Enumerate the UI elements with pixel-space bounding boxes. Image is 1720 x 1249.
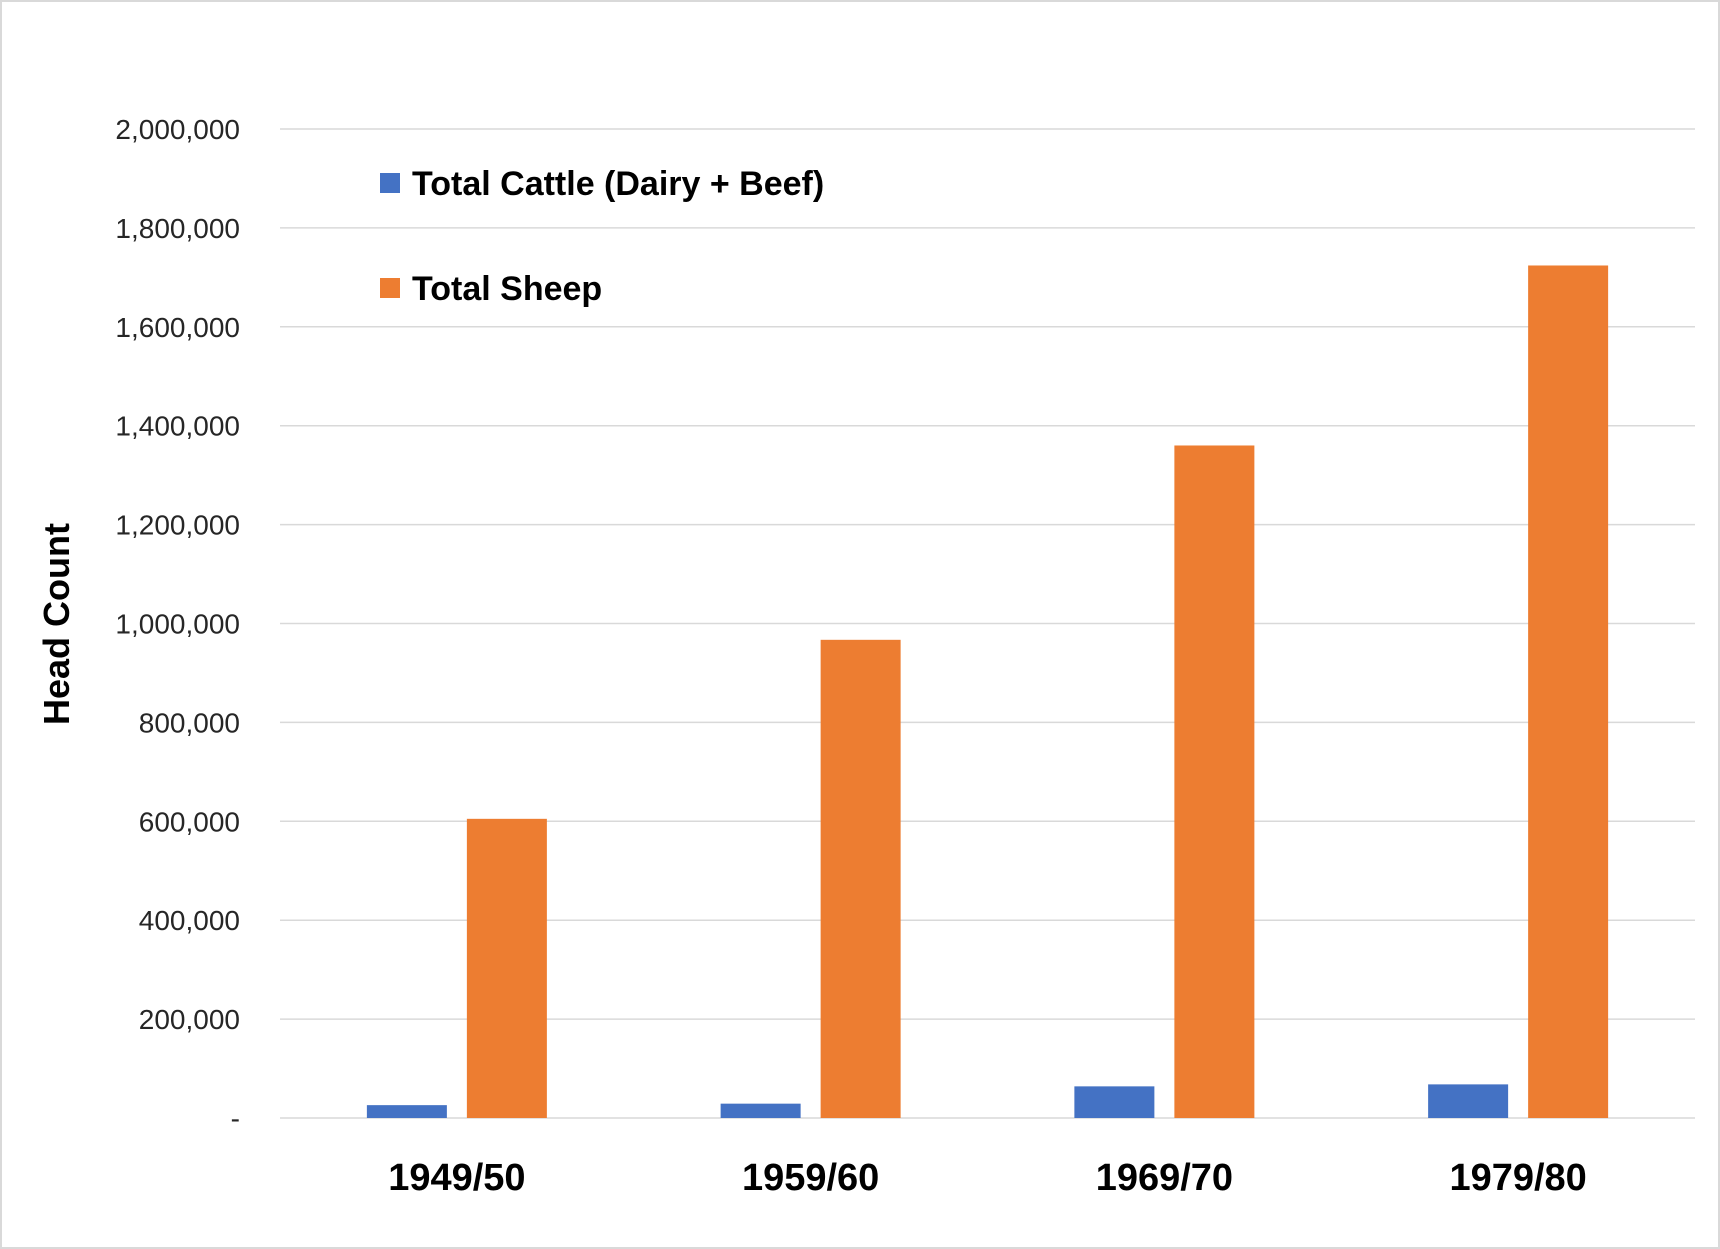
bar-sheep-1 — [820, 639, 901, 1118]
y-tick-label: 1,000,000 — [115, 609, 240, 640]
y-axis-ticks: - 200,000 400,000 600,000 800,000 1,000,000 1,… — [115, 114, 240, 1134]
y-tick-label: 800,000 — [139, 707, 240, 738]
y-tick-label: 1,800,000 — [115, 213, 240, 244]
y-tick-label: 400,000 — [139, 905, 240, 936]
x-category-label: 1959/60 — [742, 1157, 879, 1199]
y-tick-label: - — [231, 1103, 240, 1134]
x-category-label: 1949/50 — [388, 1157, 525, 1199]
y-axis-title: Head Count — [36, 523, 77, 725]
bar-cattle-1 — [720, 1103, 801, 1118]
y-tick-label: 600,000 — [139, 806, 240, 837]
legend-swatch-cattle — [380, 173, 400, 193]
bar-sheep-3 — [1528, 265, 1609, 1118]
bar-cattle-3 — [1428, 1084, 1509, 1118]
legend-label-cattle: Total Cattle (Dairy + Beef) — [412, 165, 824, 203]
legend-label-sheep: Total Sheep — [412, 270, 602, 308]
bars — [366, 265, 1609, 1119]
x-axis-categories: 1949/50 1959/60 1969/70 1979/80 — [388, 1157, 1587, 1199]
y-tick-label: 2,000,000 — [115, 114, 240, 145]
legend: Total Cattle (Dairy + Beef) Total Sheep — [380, 165, 824, 308]
legend-swatch-sheep — [380, 278, 400, 298]
bar-sheep-2 — [1174, 445, 1255, 1119]
y-tick-label: 200,000 — [139, 1004, 240, 1035]
bar-cattle-2 — [1074, 1086, 1155, 1118]
x-category-label: 1979/80 — [1449, 1157, 1586, 1199]
x-category-label: 1969/70 — [1096, 1157, 1233, 1199]
y-tick-label: 1,200,000 — [115, 510, 240, 541]
bar-sheep-0 — [466, 818, 547, 1118]
y-tick-label: 1,600,000 — [115, 312, 240, 343]
y-tick-label: 1,400,000 — [115, 411, 240, 442]
bar-cattle-0 — [366, 1105, 447, 1118]
